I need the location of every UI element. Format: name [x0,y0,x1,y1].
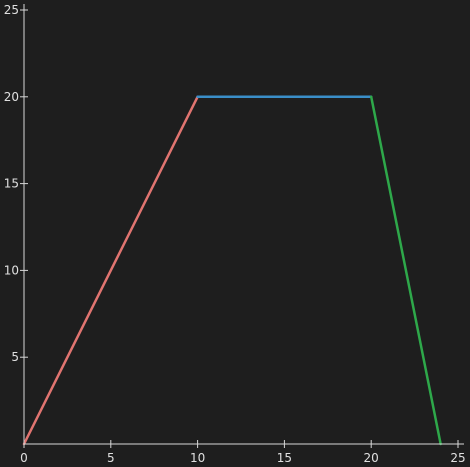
x-tick-label: 25 [450,451,465,465]
y-tick-label: 15 [4,177,19,191]
x-tick-label: 15 [277,451,292,465]
axes-layer [23,4,464,445]
y-tick-label: 25 [4,3,19,17]
series-line-1 [22,95,199,446]
x-tick-label: 5 [107,451,115,465]
x-tick-label: 0 [20,451,28,465]
series-line-3 [369,95,442,446]
x-tick-label: 10 [190,451,205,465]
ticks-layer: 0 5 10 15 20 25 5 10 15 20 25 [4,3,466,465]
x-tick-label: 20 [364,451,379,465]
y-tick-label: 10 [4,263,19,277]
series-layer [22,95,442,446]
y-tick-label: 5 [11,350,19,364]
y-tick-label: 20 [4,90,19,104]
